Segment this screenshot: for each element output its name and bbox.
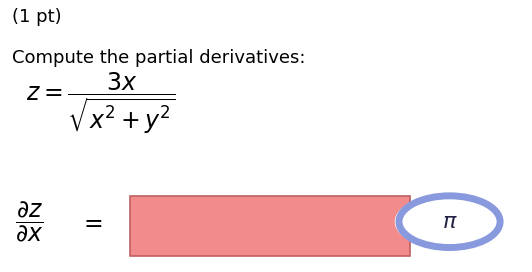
FancyBboxPatch shape [130, 196, 410, 256]
Text: $z = \dfrac{3x}{\sqrt{x^2+y^2}}$: $z = \dfrac{3x}{\sqrt{x^2+y^2}}$ [26, 70, 176, 136]
Text: Compute the partial derivatives:: Compute the partial derivatives: [12, 49, 305, 67]
Circle shape [395, 194, 504, 250]
Text: $=$: $=$ [79, 210, 102, 234]
Text: (1 pt): (1 pt) [12, 8, 61, 26]
Text: $\pi$: $\pi$ [442, 212, 458, 232]
Text: $\dfrac{\partial z}{\partial x}$: $\dfrac{\partial z}{\partial x}$ [15, 199, 44, 244]
